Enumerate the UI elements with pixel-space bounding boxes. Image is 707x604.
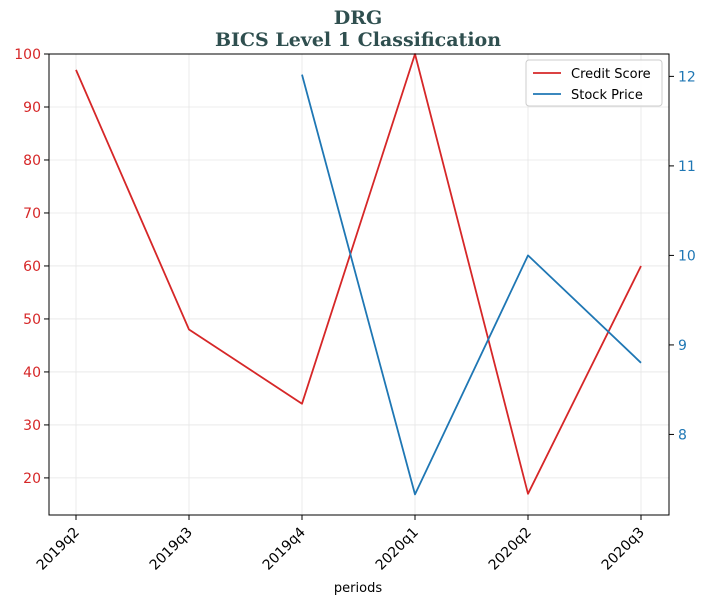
left-tick-label: 50	[23, 312, 41, 328]
x-tick-label: 2019q2	[34, 525, 83, 574]
x-axis-label: periods	[334, 581, 382, 596]
right-tick-label: 8	[678, 427, 687, 443]
right-tick-label: 9	[678, 338, 687, 354]
x-tick-label: 2020q2	[486, 525, 535, 574]
left-tick-label: 90	[23, 100, 41, 116]
legend-label-credit-score: Credit Score	[571, 67, 651, 82]
series-line-stock-price	[301, 74, 642, 496]
left-tick-label: 30	[23, 418, 41, 434]
right-tick-label: 12	[678, 69, 696, 85]
left-tick-label: 80	[23, 153, 41, 169]
x-tick-label: 2019q4	[260, 524, 309, 573]
chart-subtitle: BICS Level 1 Classification	[215, 29, 501, 51]
right-axis: 8 9 10 11 12	[669, 69, 696, 443]
right-tick-label: 10	[678, 248, 696, 264]
grid	[49, 53, 669, 515]
left-tick-label: 60	[23, 259, 41, 275]
left-tick-label: 20	[23, 471, 41, 487]
series-line-credit-score	[75, 53, 642, 495]
left-tick-label: 40	[23, 365, 41, 381]
chart-title: DRG	[334, 7, 383, 29]
plot-frame	[48, 53, 670, 516]
x-tick-label: 2020q1	[373, 525, 422, 574]
legend: Credit Score Stock Price	[525, 59, 663, 107]
right-tick-label: 11	[678, 159, 696, 175]
series-layer	[75, 53, 642, 496]
left-axis: 20 30 40 50 60 70 80 90 100	[14, 47, 49, 487]
left-tick-label: 100	[14, 47, 41, 63]
x-axis: 2019q2 2019q3 2019q4 2020q1 2020q2 2020q3	[34, 515, 648, 574]
x-tick-label: 2019q3	[147, 525, 196, 574]
legend-label-stock-price: Stock Price	[571, 88, 643, 103]
x-tick-label: 2020q3	[599, 525, 648, 574]
left-tick-label: 70	[23, 206, 41, 222]
